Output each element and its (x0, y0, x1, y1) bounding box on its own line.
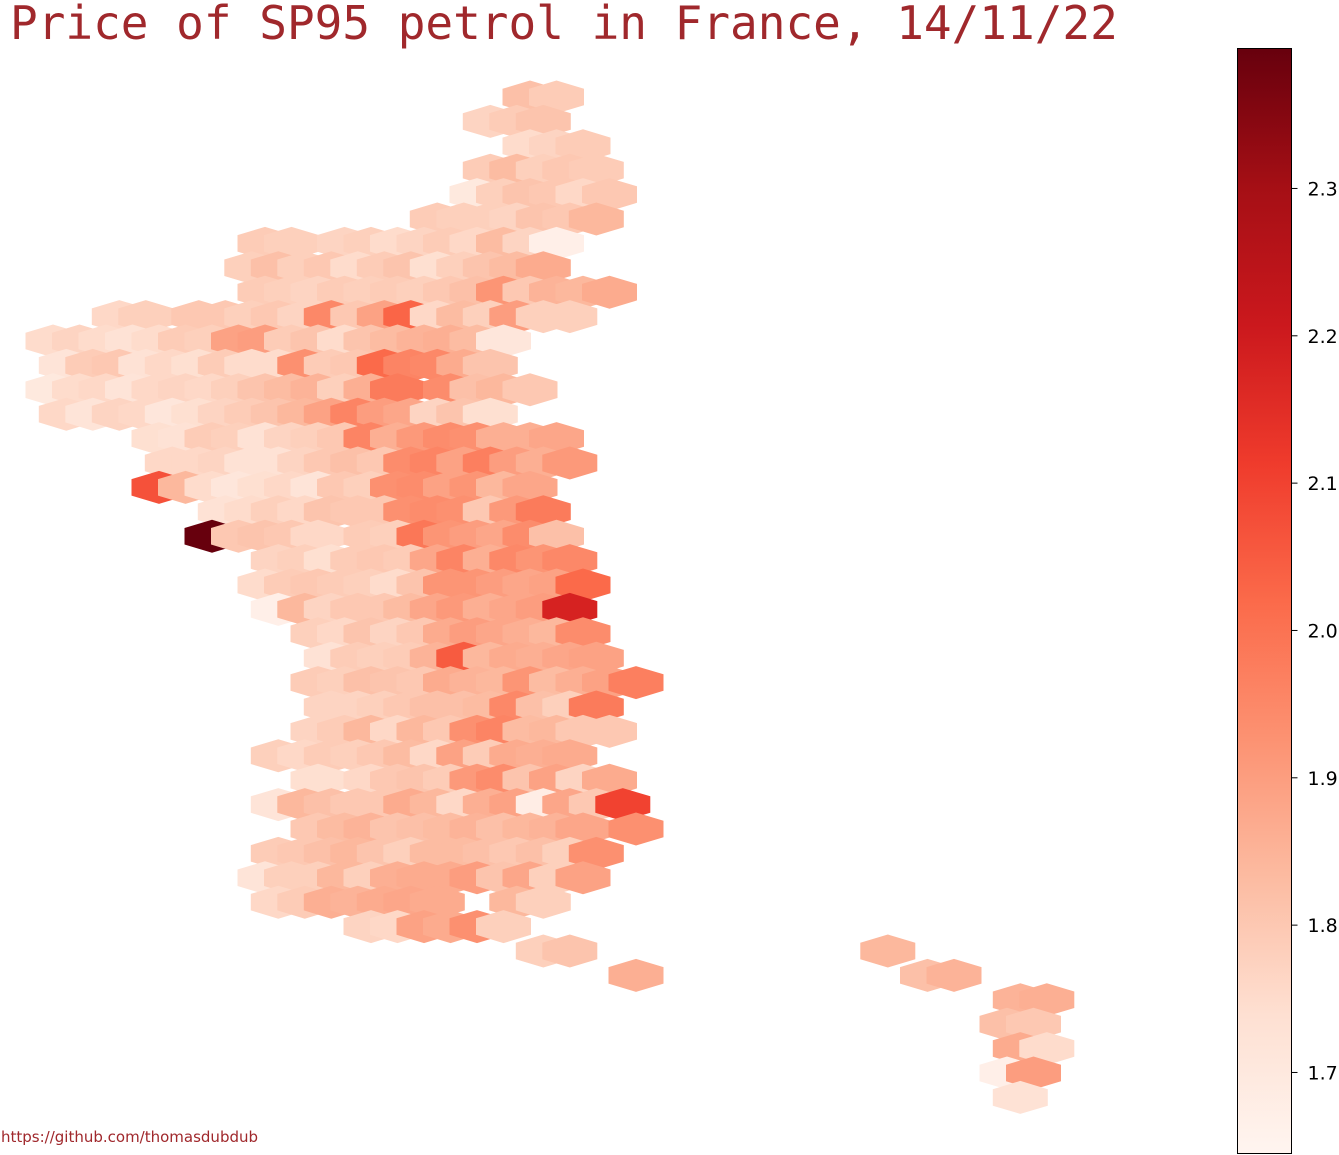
colorbar-tick-label: 1.7 (1308, 1062, 1338, 1084)
hex-cell (542, 446, 598, 480)
hex-cell (608, 812, 664, 846)
hex-cells (25, 80, 1075, 1114)
hex-cell (476, 910, 531, 944)
hex-cell (502, 373, 558, 407)
colorbar-ticks: 1.7 1.8 1.9 2.0 2.1 2.2 2.3 (1291, 178, 1338, 1084)
hex-cell (860, 934, 916, 968)
hex-cell (608, 666, 664, 700)
hex-cell (926, 958, 982, 992)
hex-cell (542, 934, 598, 968)
colorbar-tick-label: 1.8 (1308, 915, 1338, 937)
hex-cell (992, 1080, 1048, 1114)
hex-cell (515, 885, 571, 919)
colorbar-tick-label: 2.0 (1308, 620, 1338, 642)
colorbar-tick-label: 2.1 (1308, 473, 1338, 495)
hex-cell (608, 958, 664, 992)
hex-cell (568, 202, 624, 236)
credit-link[interactable]: https://github.com/thomasdubdub (1, 1128, 259, 1146)
colorbar-tick-label: 2.3 (1308, 178, 1338, 200)
colorbar-tick-label: 1.9 (1308, 768, 1338, 790)
hex-cell (582, 714, 637, 748)
hex-cell (582, 275, 637, 309)
map-title: Price of SP95 petrol in France, 14/11/22 (10, 0, 1118, 50)
colorbar-gradient (1237, 48, 1292, 1154)
hex-cell (542, 300, 598, 334)
colorbar-tick-label: 2.2 (1308, 326, 1338, 348)
hex-cell (555, 861, 611, 895)
hexbin-map (25, 80, 1075, 1114)
